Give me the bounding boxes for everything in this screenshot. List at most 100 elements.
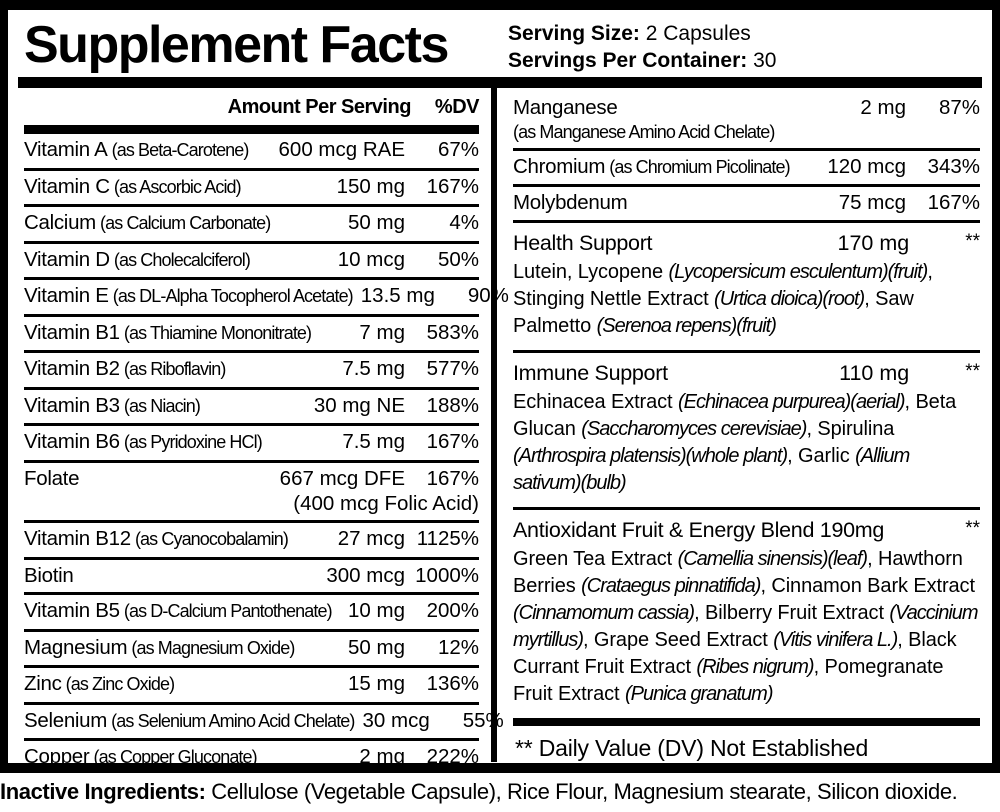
nutrient-row: Molybdenum 75 mcg 167% <box>513 187 980 223</box>
nutrient-amount: 10 mcg <box>337 247 405 271</box>
nutrient-amount: 50 mg <box>348 211 405 234</box>
amount-per-serving-header: Amount Per Serving <box>227 96 412 118</box>
nutrient-line: Vitamin B12 (as Cyanocobalamin) 27 mcg 112… <box>24 526 479 553</box>
nutrient-dv: 1125% <box>416 527 479 550</box>
ingredient-text: Lutein, Lycopene <box>513 260 669 283</box>
blend-header: Antioxidant Fruit & Energy Blend 190mg ** <box>513 516 980 546</box>
nutrient-source: (as Chromium Picolinate) <box>605 156 790 177</box>
nutrient-amount: 2 mg <box>860 96 906 119</box>
nutrient-amount: 15 mg <box>348 672 405 695</box>
nutrient-source: (as Selenium Amino Acid Chelate) <box>107 710 355 731</box>
nutrient-dv: 222% <box>426 745 479 768</box>
ingredient-text: Green Tea Extract <box>513 547 678 570</box>
ingredient-text: Echinacea Extract <box>513 390 678 413</box>
ingredient-text: , Grape Seed Extract <box>583 628 774 651</box>
ingredient-text: , Cinnamon Bark Extract <box>760 574 975 597</box>
nutrient-row: Calcium (as Calcium Carbonate) 50 mg 4% <box>24 207 479 244</box>
panel-title: Supplement Facts <box>24 16 449 74</box>
panel-header: Supplement Facts Serving Size: 2 Capsule… <box>8 10 992 77</box>
nutrient-dv: 67% <box>437 138 479 161</box>
nutrient-row: Manganese 2 mg 87% (as Manganese Amino Acid… <box>513 92 980 151</box>
nutrient-name: Vitamin B12 (as Cyanocobalamin) <box>24 527 289 550</box>
ingredient-latin-name: (Urtica dioica)(root) <box>714 287 865 310</box>
nutrient-dv: 167% <box>927 191 980 214</box>
nutrient-source: (as Pyridoxine HCl) <box>119 432 263 452</box>
nutrient-row: Vitamin B2 (as Riboflavin) 7.5 mg 577% <box>24 353 479 390</box>
ingredient-text: , Garlic <box>787 444 856 467</box>
blend-dv-stars: ** <box>965 230 980 252</box>
ingredient-text: , Beta Glucan <box>513 390 957 440</box>
dv-footnote: ** Daily Value (DV) Not Established <box>515 735 869 761</box>
nutrient-line: Zinc (as Zinc Oxide) 15 mg 136% <box>24 671 479 698</box>
left-column-header-bar <box>24 125 479 134</box>
nutrient-line2: (400 mcg Folic Acid) <box>293 492 479 515</box>
nutrient-amount: 75 mcg <box>838 191 906 214</box>
ingredient-latin-name: (Echinacea purpurea)(aerial) <box>677 390 906 413</box>
nutrient-line: Molybdenum 75 mcg 167% <box>513 190 980 216</box>
ingredient-text: , Bilberry Fruit Extract <box>694 601 890 624</box>
blend-dv-stars: ** <box>965 517 980 539</box>
nutrient-name: Folate <box>24 466 80 490</box>
left-column-header: Amount Per Serving %DV <box>24 88 480 125</box>
blend-amount: 170 mg <box>837 230 910 255</box>
nutrient-source: (as Cyanocobalamin) <box>130 529 289 549</box>
ingredient-latin-name: (Punica granatum) <box>624 682 774 705</box>
blend-dv-stars: ** <box>965 360 980 382</box>
nutrient-amount: 27 mcg <box>337 527 405 550</box>
nutrient-dv: 136% <box>426 672 479 695</box>
nutrient-amount: 7 mg <box>359 320 405 344</box>
nutrient-name: Biotin <box>24 563 74 587</box>
ingredient-latin-name: (Vitis vinifera L.) <box>773 628 898 651</box>
nutrient-row: Copper (as Copper Gluconate) 2 mg 222% <box>24 741 479 775</box>
nutrient-line: Folate 667 mcg DFE 167% <box>24 466 479 492</box>
servings-per-container-line: Servings Per Container: 30 <box>508 47 982 74</box>
supplement-facts-panel: Supplement Facts Serving Size: 2 Capsule… <box>0 0 1000 773</box>
nutrient-name: Selenium (as Selenium Amino Acid Chelate… <box>24 708 355 732</box>
nutrient-name: Vitamin A (as Beta-Carotene) <box>24 138 249 161</box>
inactive-ingredients-text: Cellulose (Vegetable Capsule), Rice Flou… <box>205 779 958 804</box>
nutrient-line: Calcium (as Calcium Carbonate) 50 mg 4% <box>24 210 479 237</box>
nutrient-line: Magnesium (as Magnesium Oxide) 50 mg 12% <box>24 635 479 662</box>
ingredient-text: , Spirulina <box>806 417 895 440</box>
servings-per-container-label: Servings Per Container: <box>508 49 748 72</box>
ingredient-text: , Saw Palmetto <box>513 287 914 337</box>
nutrient-row: Biotin 300 mcg 1000% <box>24 560 479 595</box>
nutrient-dv: 1000% <box>415 563 479 587</box>
nutrient-name: Vitamin C (as Ascorbic Acid) <box>24 174 242 198</box>
serving-info: Serving Size: 2 Capsules Servings Per Co… <box>508 10 982 77</box>
blend-ingredients: Echinacea Extract (Echinacea purpurea)(a… <box>513 389 980 497</box>
dv-header: %DV <box>434 96 480 118</box>
nutrient-amount: 7.5 mg <box>342 430 405 453</box>
blend-title: Antioxidant Fruit & Energy Blend 190mg <box>513 517 885 542</box>
right-column: Manganese 2 mg 87% (as Manganese Amino Acid… <box>497 88 992 762</box>
nutrient-name: Zinc (as Zinc Oxide) <box>24 672 175 695</box>
blend-title: Immune Support <box>513 360 668 385</box>
nutrient-line: Selenium (as Selenium Amino Acid Chelate… <box>24 708 504 735</box>
nutrient-amount: 2 mg <box>359 745 405 768</box>
ingredient-latin-name: (Crataegus pinnatifida) <box>581 574 761 597</box>
nutrient-name: Calcium (as Calcium Carbonate) <box>24 211 271 234</box>
nutrient-line: Vitamin B3 (as Niacin) 30 mg NE 188% <box>24 393 479 420</box>
nutrient-row: Zinc (as Zinc Oxide) 15 mg 136% <box>24 668 479 705</box>
ingredient-latin-name: (Ribes nigrum) <box>696 655 814 678</box>
ingredient-text: , Pomegranate Fruit Extract <box>513 655 944 705</box>
ingredient-latin-name: (Saccharomyces cerevisiae) <box>581 417 807 440</box>
blend-section: Health Support 170 mg ** Lutein, Lycopene (… <box>513 223 980 353</box>
ingredient-latin-name: (Camellia sinensis)(leaf) <box>677 547 869 570</box>
ingredient-latin-name: (Cinnamomum cassia) <box>513 601 695 624</box>
inactive-ingredients-label: Inactive Ingredients: <box>0 779 206 804</box>
nutrient-line2: (as Manganese Amino Acid Chelate) <box>513 121 775 142</box>
nutrient-line: Vitamin B2 (as Riboflavin) 7.5 mg 577% <box>24 356 479 383</box>
nutrient-dv: 167% <box>426 174 479 198</box>
nutrient-line: Copper (as Copper Gluconate) 2 mg 222% <box>24 744 479 771</box>
nutrient-line: Manganese 2 mg 87% <box>513 95 980 121</box>
nutrient-dv: 343% <box>927 154 980 178</box>
nutrient-amount: 30 mcg <box>362 708 430 732</box>
nutrient-row: Chromium (as Chromium Picolinate) 120 mcg… <box>513 151 980 187</box>
nutrient-amount: 50 mg <box>348 635 405 659</box>
ingredient-text: , Black Currant Fruit Extract <box>513 628 957 678</box>
nutrient-row: Vitamin C (as Ascorbic Acid) 150 mg 167% <box>24 171 479 207</box>
blend-ingredients: Lutein, Lycopene (Lycopersicum esculentu… <box>513 259 980 340</box>
nutrient-amount: 7.5 mg <box>342 357 405 380</box>
nutrient-row: Vitamin B1 (as Thiamine Mononitrate) 7 mg… <box>24 317 479 353</box>
